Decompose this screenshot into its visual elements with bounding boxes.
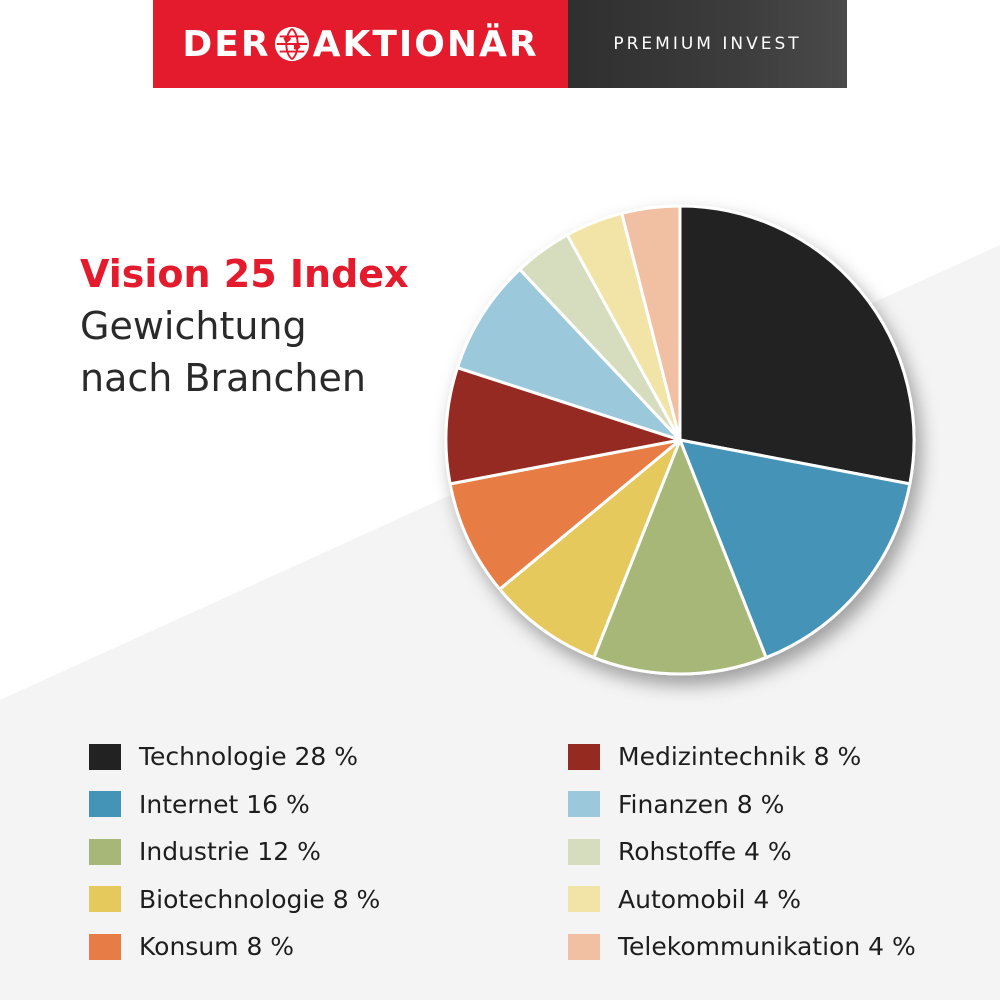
- brand-wordmark: DER AKTIONÄR: [182, 24, 538, 65]
- legend-item-finanzen: Finanzen 8 %: [568, 781, 916, 829]
- legend-item-biotechnologie: Biotechnologie 8 %: [89, 876, 380, 924]
- legend-item-technologie: Technologie 28 %: [89, 733, 380, 781]
- legend-label: Technologie 28 %: [139, 742, 359, 772]
- legend-swatch: [568, 743, 600, 770]
- tagline-text: PREMIUM INVEST: [613, 34, 802, 54]
- pie-slice-biotechnologie: [498, 438, 682, 660]
- legend-swatch: [568, 791, 600, 818]
- legend-label: Automobil 4 %: [618, 884, 802, 914]
- legend-label: Telekommunikation 4 %: [618, 932, 916, 962]
- legend-item-industrie: Industrie 12 %: [89, 828, 380, 876]
- pie-slice-telekommunikation: [620, 204, 682, 442]
- tagline-panel: PREMIUM INVEST: [568, 0, 847, 88]
- pie-slice-industrie: [592, 438, 768, 676]
- pie-slice-medizintechnik: [444, 366, 682, 486]
- legend-label: Rohstoffe 4 %: [618, 837, 792, 867]
- title-line-2: Gewichtung: [80, 304, 307, 348]
- brand-right-text: AKTIONÄR: [312, 23, 539, 65]
- legend-label: Internet 16 %: [139, 789, 310, 819]
- legend-label: Medizintechnik 8 %: [618, 742, 862, 772]
- brand-left-text: DER: [182, 23, 271, 65]
- legend-item-konsum: Konsum 8 %: [89, 923, 380, 971]
- pie-slices: [444, 204, 916, 676]
- chart-title: Vision 25 Index Gewichtung nach Branchen: [80, 248, 409, 404]
- legend-item-telekommunikation: Telekommunikation 4 %: [568, 923, 916, 971]
- legend-swatch: [89, 838, 121, 865]
- legend-left-column: Technologie 28 % Internet 16 % Industrie 1…: [89, 733, 380, 971]
- legend-item-rohstoffe: Rohstoffe 4 %: [568, 828, 916, 876]
- globe-icon: [274, 26, 309, 62]
- pie-slice-technologie: [678, 204, 916, 486]
- legend-item-medizintechnik: Medizintechnik 8 %: [568, 733, 916, 781]
- title-line-3: nach Branchen: [80, 356, 366, 400]
- pie-slice-internet: [678, 438, 912, 660]
- legend-swatch: [568, 933, 600, 960]
- legend-swatch: [89, 886, 121, 913]
- header-banner: DER AKTIONÄR PREMIUM INVEST: [153, 0, 847, 88]
- pie-chart: [444, 204, 916, 676]
- legend-item-automobil: Automobil 4 %: [568, 876, 916, 924]
- legend-label: Biotechnologie 8 %: [139, 884, 381, 914]
- legend-label: Finanzen 8 %: [618, 789, 785, 819]
- brand-logo: DER AKTIONÄR: [153, 0, 568, 88]
- legend-item-internet: Internet 16 %: [89, 781, 380, 829]
- legend-swatch: [89, 933, 121, 960]
- legend-right-column: Medizintechnik 8 % Finanzen 8 % Rohstoffe …: [568, 733, 916, 971]
- legend-swatch: [89, 791, 121, 818]
- pie-slice-finanzen: [455, 267, 682, 442]
- pie-slice-konsum: [448, 438, 682, 591]
- legend-label: Industrie 12 %: [139, 837, 321, 867]
- legend-swatch: [568, 838, 600, 865]
- title-line-1: Vision 25 Index: [80, 252, 409, 296]
- legend-swatch: [568, 886, 600, 913]
- legend-label: Konsum 8 %: [139, 932, 295, 962]
- legend-swatch: [89, 743, 121, 770]
